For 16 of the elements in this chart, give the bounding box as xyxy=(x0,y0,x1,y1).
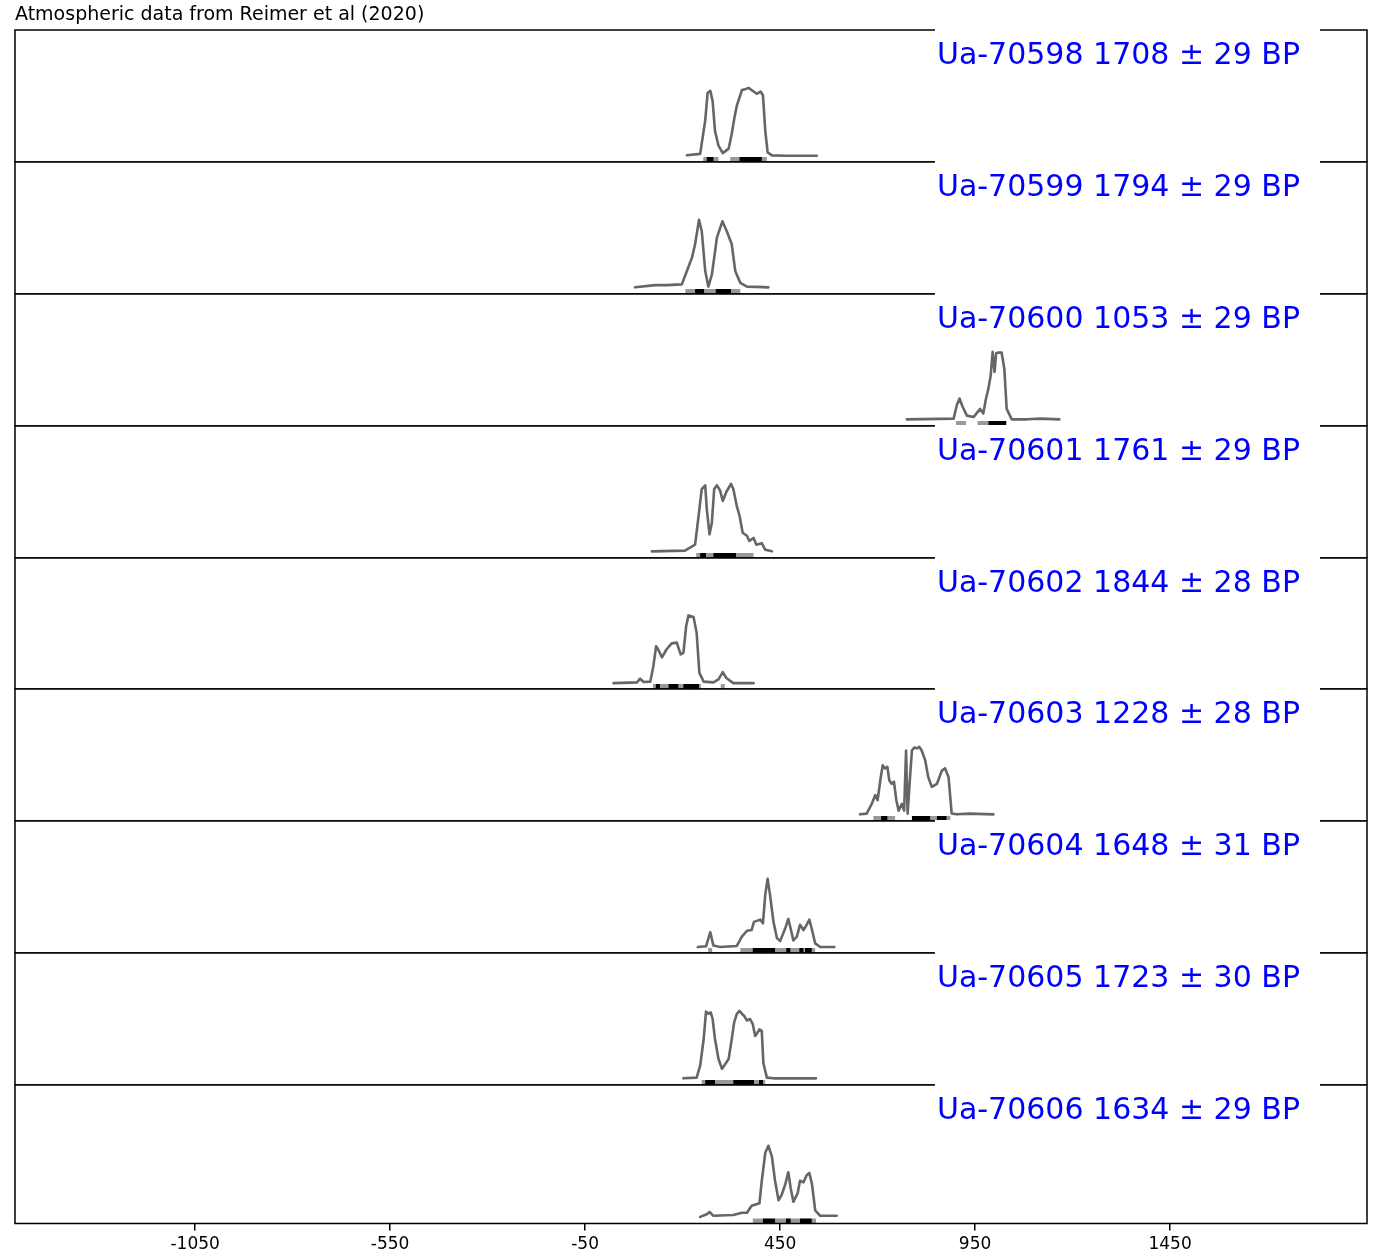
text: Ua-70599 1794 ± 29 BP xyxy=(936,168,1300,203)
x-tick-label: -550 xyxy=(370,1233,410,1254)
x-tick-label: -1050 xyxy=(170,1233,220,1254)
text: Ua-70606 1634 ± 29 BP xyxy=(936,1091,1300,1126)
text: Ua-70598 1708 ± 29 BP xyxy=(936,36,1300,71)
text: Ua-70605 1723 ± 30 BP xyxy=(936,959,1300,994)
x-tick-label: 1450 xyxy=(1148,1233,1192,1254)
x-tick-label: -50 xyxy=(571,1233,600,1254)
text: Ua-70602 1844 ± 28 BP xyxy=(936,564,1300,599)
text: Ua-70603 1228 ± 28 BP xyxy=(936,695,1300,730)
text: Ua-70604 1648 ± 31 BP xyxy=(936,827,1300,862)
text: Ua-70600 1053 ± 29 BP xyxy=(936,300,1300,335)
x-tick-label: 950 xyxy=(958,1233,992,1254)
chart-title: Atmospheric data from Reimer et al (2020) xyxy=(15,2,425,24)
text: Ua-70601 1761 ± 29 BP xyxy=(936,432,1300,467)
x-tick-label: 450 xyxy=(763,1233,797,1254)
